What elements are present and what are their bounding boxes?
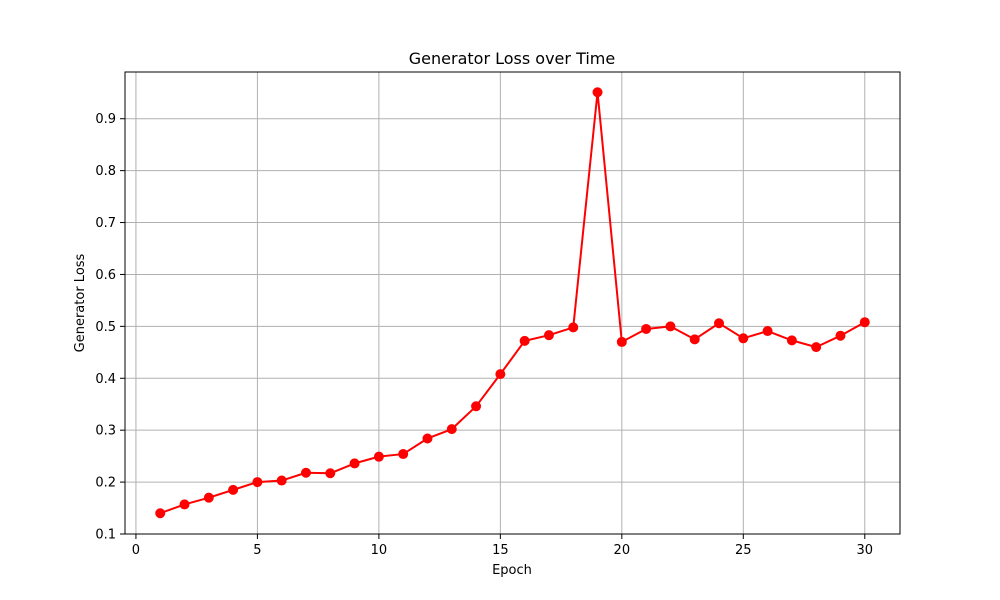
x-axis-label: Epoch	[492, 563, 532, 578]
data-point	[592, 87, 603, 98]
data-point	[422, 433, 433, 444]
data-point	[228, 484, 239, 495]
x-tick-label: 15	[492, 543, 509, 558]
data-point	[373, 451, 384, 462]
plot-area-frame	[124, 71, 901, 535]
data-point	[471, 401, 482, 412]
data-point	[689, 334, 700, 345]
y-tick-label: 0.3	[95, 424, 116, 439]
x-tick-label: 20	[614, 543, 631, 558]
data-point	[543, 330, 554, 341]
data-point	[859, 317, 870, 328]
data-point	[665, 321, 676, 332]
x-tick-label: 10	[371, 543, 388, 558]
y-tick-label: 0.2	[95, 476, 116, 491]
data-point	[495, 369, 506, 380]
y-tick-label: 0.7	[95, 216, 116, 231]
y-tick-label: 0.8	[95, 164, 116, 179]
data-point	[446, 424, 457, 435]
x-tick-label: 30	[856, 543, 873, 558]
data-point	[252, 477, 263, 488]
data-point	[179, 499, 190, 510]
x-tick-label: 25	[735, 543, 752, 558]
data-point	[519, 335, 530, 346]
x-tick-label: 0	[132, 543, 140, 558]
data-point	[714, 318, 725, 329]
data-point	[641, 323, 652, 334]
data-point	[616, 336, 627, 347]
y-tick-label: 0.1	[95, 528, 116, 543]
y-axis-label: Generator Loss	[73, 253, 88, 352]
data-point	[811, 342, 822, 353]
data-point	[155, 508, 166, 519]
y-tick-label: 0.4	[95, 372, 116, 387]
chart-title: Generator Loss over Time	[409, 49, 615, 68]
data-point	[568, 322, 579, 333]
data-series	[155, 87, 870, 519]
data-point	[325, 468, 336, 479]
data-point	[300, 467, 311, 478]
y-tick-label: 0.5	[95, 320, 116, 335]
y-tick-label: 0.6	[95, 268, 116, 283]
y-tick-label: 0.9	[95, 112, 116, 127]
data-point	[835, 330, 846, 341]
data-point	[786, 335, 797, 346]
data-point	[203, 492, 214, 503]
data-point	[276, 475, 287, 486]
data-point	[349, 458, 360, 469]
x-tick-label: 5	[253, 543, 261, 558]
axis-ticks: 0 5 10 15 20 25 30 0.1 0.2 0.3 0.4 0.5 0.6 0.7 0.8 0.9	[95, 112, 873, 558]
data-point	[738, 333, 749, 344]
data-point	[762, 326, 773, 337]
data-point	[398, 449, 409, 460]
